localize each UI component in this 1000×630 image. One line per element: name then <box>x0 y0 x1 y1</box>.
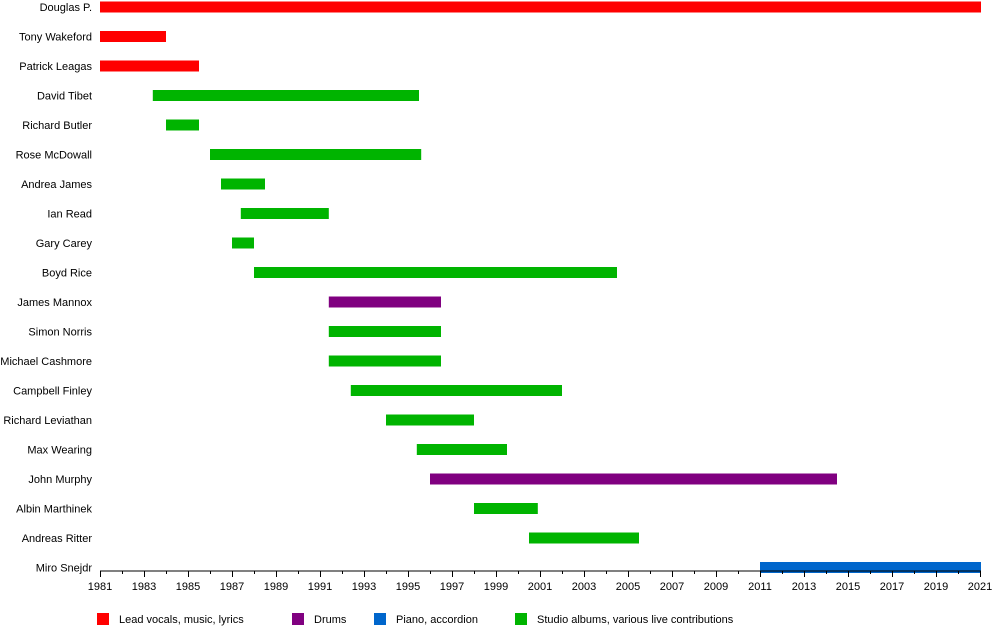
bar-tony-wakeford <box>100 31 166 42</box>
member-label-rose-mcdowall: Rose McDowall <box>16 150 92 162</box>
bar-boyd-rice <box>254 267 617 278</box>
bar-james-mannox <box>328 296 441 308</box>
x-tick-label-2009: 2009 <box>704 581 728 593</box>
x-tick-label-1987: 1987 <box>220 581 244 593</box>
legend-swatch-lead <box>97 613 109 625</box>
member-label-gary-carey: Gary Carey <box>36 238 93 250</box>
x-tick-label-2013: 2013 <box>792 581 816 593</box>
x-tick-label-2003: 2003 <box>572 581 596 593</box>
legend-label-piano: Piano, accordion <box>396 614 478 626</box>
bar-john-murphy <box>430 473 837 485</box>
member-label-patrick-leagas: Patrick Leagas <box>19 61 92 73</box>
bar-simon-norris <box>328 326 441 337</box>
legend-swatch-piano <box>374 613 386 625</box>
bar-ian-read <box>240 208 329 219</box>
x-tick-label-2015: 2015 <box>836 581 860 593</box>
member-bars <box>100 1 981 573</box>
member-name-labels: Douglas P. Tony Wakeford Patrick Leagas Dav… <box>0 2 92 575</box>
member-label-david-tibet: David Tibet <box>37 91 92 103</box>
member-label-john-murphy: John Murphy <box>28 474 92 486</box>
legend-label-drums: Drums <box>314 614 347 626</box>
x-tick-label-1985: 1985 <box>176 581 200 593</box>
member-label-douglas-p: Douglas P. <box>40 2 92 14</box>
x-axis: 1981 1983 1985 1987 1989 1991 1993 1995 1997 1999… <box>88 570 992 593</box>
member-label-ian-read: Ian Read <box>47 209 92 221</box>
member-label-boyd-rice: Boyd Rice <box>42 268 92 280</box>
member-label-tony-wakeford: Tony Wakeford <box>19 32 92 44</box>
x-tick-label-2019: 2019 <box>924 581 948 593</box>
member-label-michael-cashmore: Michael Cashmore <box>0 356 92 368</box>
legend-label-lead: Lead vocals, music, lyrics <box>119 614 244 626</box>
x-tick-label-1981: 1981 <box>88 581 112 593</box>
bar-douglas-p <box>100 1 981 13</box>
member-label-richard-leviathan: Richard Leviathan <box>3 415 92 427</box>
bar-andreas-ritter <box>529 532 639 544</box>
legend-swatch-drums <box>292 613 304 625</box>
member-label-james-mannox: James Mannox <box>17 297 92 309</box>
member-label-campbell-finley: Campbell Finley <box>13 386 92 398</box>
member-label-miro-snejdr: Miro Snejdr <box>36 563 93 575</box>
bar-andrea-james <box>221 178 265 190</box>
member-label-max-wearing: Max Wearing <box>27 445 92 457</box>
legend: Lead vocals, music, lyrics Drums Piano, ac… <box>97 613 734 626</box>
member-label-albin-marthinek: Albin Marthinek <box>16 504 92 516</box>
bar-michael-cashmore <box>328 355 441 367</box>
bar-richard-butler <box>166 119 199 131</box>
legend-swatch-studio <box>515 613 527 625</box>
member-label-andreas-ritter: Andreas Ritter <box>22 533 93 545</box>
bar-albin-marthinek <box>474 503 538 514</box>
bar-richard-leviathan <box>386 414 474 426</box>
x-tick-label-1983: 1983 <box>132 581 156 593</box>
x-tick-label-1991: 1991 <box>308 581 332 593</box>
bar-miro-snejdr <box>760 562 981 573</box>
bar-campbell-finley <box>350 385 562 396</box>
member-label-andrea-james: Andrea James <box>21 179 92 191</box>
x-tick-label-1999: 1999 <box>484 581 508 593</box>
x-tick-label-1989: 1989 <box>264 581 288 593</box>
bar-david-tibet <box>152 90 420 101</box>
x-tick-label-1995: 1995 <box>396 581 420 593</box>
bar-max-wearing <box>416 444 507 455</box>
x-tick-label-2005: 2005 <box>616 581 640 593</box>
x-tick-label-1993: 1993 <box>352 581 376 593</box>
legend-label-studio: Studio albums, various live contribution… <box>537 614 734 626</box>
bar-gary-carey <box>232 237 254 249</box>
bar-patrick-leagas <box>100 60 199 72</box>
member-label-richard-butler: Richard Butler <box>22 120 92 132</box>
x-tick-label-2007: 2007 <box>660 581 684 593</box>
x-tick-label-2021: 2021 <box>968 581 992 593</box>
bar-rose-mcdowall <box>210 149 422 160</box>
x-tick-label-2001: 2001 <box>528 581 552 593</box>
x-tick-label-2011: 2011 <box>748 581 772 593</box>
x-tick-label-1997: 1997 <box>440 581 464 593</box>
x-tick-label-2017: 2017 <box>880 581 904 593</box>
member-label-simon-norris: Simon Norris <box>28 327 92 339</box>
